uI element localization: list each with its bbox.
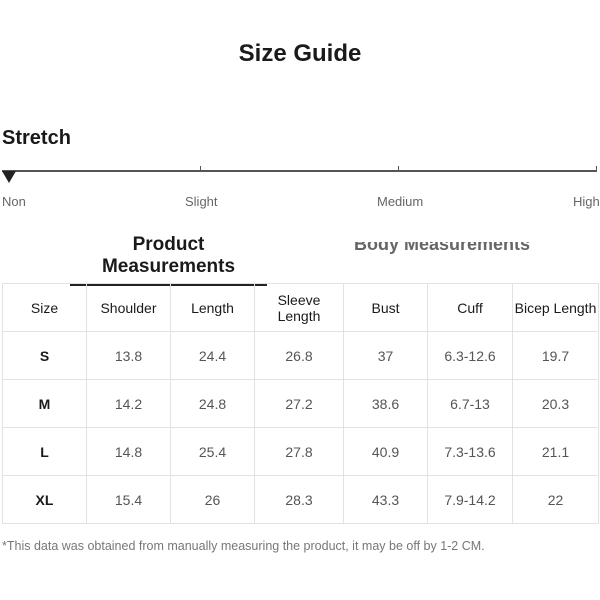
- table-cell: 26.8: [254, 331, 344, 380]
- header-cuff: Cuff: [427, 283, 513, 332]
- size-cell: L: [2, 427, 87, 476]
- stretch-tick-slight: [200, 166, 201, 172]
- header-size: Size: [2, 283, 87, 332]
- stretch-tick-high: [596, 166, 597, 172]
- stretch-level-non: Non: [2, 194, 26, 209]
- table-cell: 19.7: [512, 331, 599, 380]
- size-cell: XL: [2, 475, 87, 524]
- table-cell: 15.4: [86, 475, 171, 524]
- tab-body-measurements[interactable]: Body Measurements: [352, 242, 532, 254]
- table-cell: 7.3-13.6: [427, 427, 513, 476]
- table-cell: 40.9: [343, 427, 428, 476]
- header-bust: Bust: [343, 283, 428, 332]
- table-cell: 7.9-14.2: [427, 475, 513, 524]
- stretch-level-slight: Slight: [185, 194, 218, 209]
- stretch-level-high: High: [573, 194, 600, 209]
- measurements-table: Size Shoulder Length Sleeve Length Bust …: [2, 283, 599, 524]
- stretch-scale-line: [2, 170, 596, 172]
- table-row: M 14.2 24.8 27.2 38.6 6.7-13 20.3: [2, 379, 599, 428]
- table-cell: 20.3: [512, 379, 599, 428]
- table-header-row: Size Shoulder Length Sleeve Length Bust …: [2, 283, 599, 332]
- table-cell: 24.4: [170, 331, 255, 380]
- measurement-note: *This data was obtained from manually me…: [2, 539, 485, 553]
- table-cell: 37: [343, 331, 428, 380]
- table-cell: 38.6: [343, 379, 428, 428]
- table-cell: 21.1: [512, 427, 599, 476]
- table-row: XL 15.4 26 28.3 43.3 7.9-14.2 22: [2, 475, 599, 524]
- table-cell: 43.3: [343, 475, 428, 524]
- table-cell: 24.8: [170, 379, 255, 428]
- header-sleeve-length: Sleeve Length: [254, 283, 344, 332]
- header-shoulder: Shoulder: [86, 283, 171, 332]
- stretch-marker-icon: [2, 171, 16, 183]
- table-cell: 14.8: [86, 427, 171, 476]
- page-title: Size Guide: [238, 40, 362, 67]
- table-cell: 6.7-13: [427, 379, 513, 428]
- table-cell: 13.8: [86, 331, 171, 380]
- size-cell: M: [2, 379, 87, 428]
- stretch-level-medium: Medium: [377, 194, 424, 209]
- stretch-label: Stretch: [2, 127, 71, 149]
- header-length: Length: [170, 283, 255, 332]
- tab-product-measurements[interactable]: Product Measurements: [70, 234, 267, 286]
- table-cell: 25.4: [170, 427, 255, 476]
- size-cell: S: [2, 331, 87, 380]
- table-cell: 14.2: [86, 379, 171, 428]
- table-cell: 22: [512, 475, 599, 524]
- header-bicep-length: Bicep Length: [512, 283, 599, 332]
- table-cell: 27.2: [254, 379, 344, 428]
- tab-body-measurements-label: Body Measurements: [353, 242, 531, 254]
- table-row: L 14.8 25.4 27.8 40.9 7.3-13.6 21.1: [2, 427, 599, 476]
- table-cell: 26: [170, 475, 255, 524]
- stretch-tick-medium: [398, 166, 399, 172]
- table-cell: 28.3: [254, 475, 344, 524]
- table-cell: 27.8: [254, 427, 344, 476]
- table-cell: 6.3-12.6: [427, 331, 513, 380]
- table-row: S 13.8 24.4 26.8 37 6.3-12.6 19.7: [2, 331, 599, 380]
